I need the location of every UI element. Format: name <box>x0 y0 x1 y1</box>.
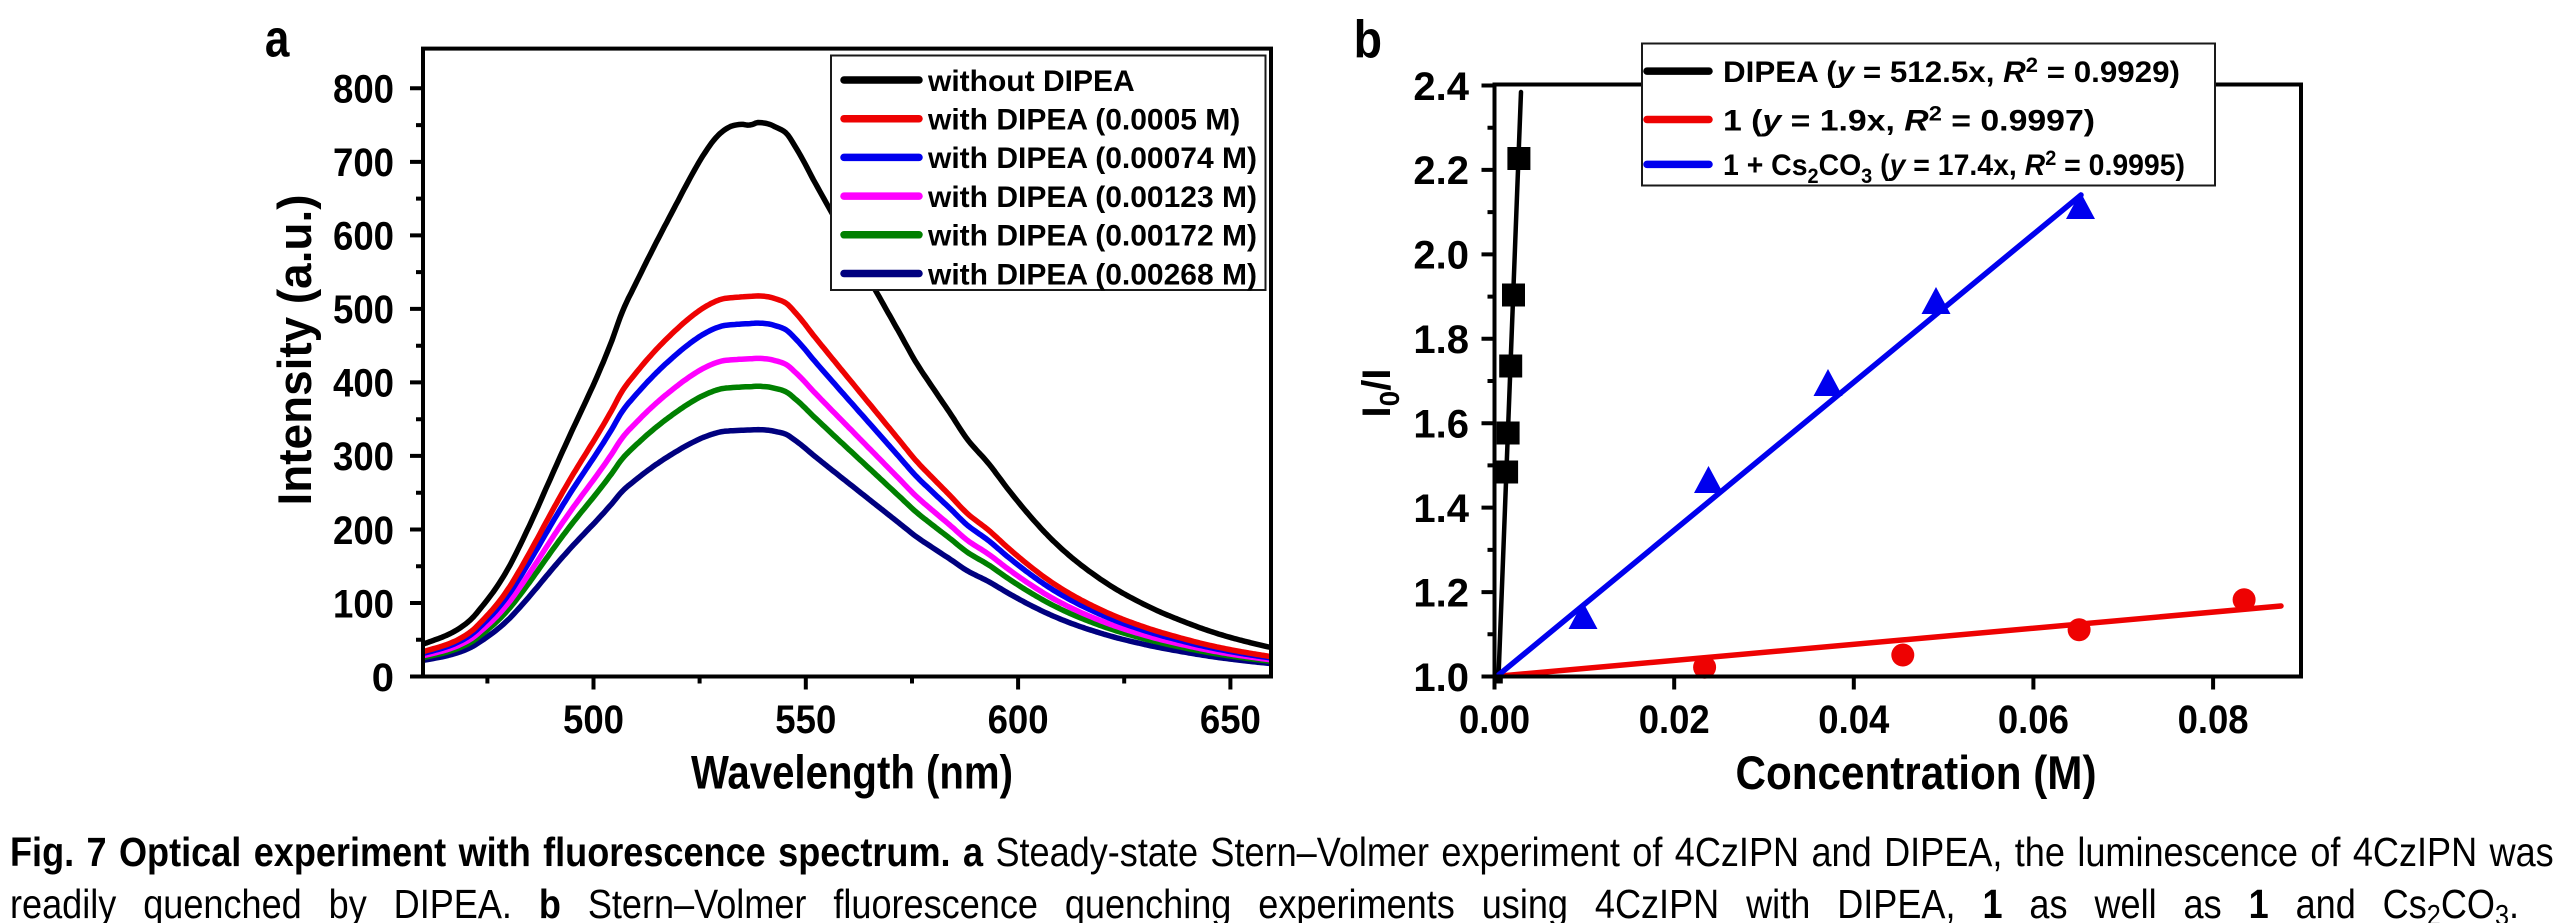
svg-text:300: 300 <box>333 435 394 479</box>
svg-text:1.6: 1.6 <box>1413 403 1469 447</box>
svg-text:with DIPEA (0.00123 M): with DIPEA (0.00123 M) <box>927 181 1257 214</box>
svg-text:Wavelength (nm): Wavelength (nm) <box>691 746 1013 799</box>
svg-text:500: 500 <box>333 288 394 332</box>
svg-text:1.0: 1.0 <box>1413 656 1469 700</box>
svg-text:800: 800 <box>333 68 394 112</box>
svg-text:400: 400 <box>333 362 394 406</box>
svg-text:with DIPEA (0.00074 M): with DIPEA (0.00074 M) <box>927 142 1257 175</box>
svg-text:1.8: 1.8 <box>1413 318 1469 362</box>
svg-text:500: 500 <box>563 698 624 742</box>
svg-text:a: a <box>265 10 290 69</box>
svg-text:with DIPEA (0.0005 M): with DIPEA (0.0005 M) <box>927 104 1240 137</box>
svg-text:650: 650 <box>1200 698 1261 742</box>
svg-text:0.04: 0.04 <box>1818 698 1890 742</box>
svg-text:Concentration (M): Concentration (M) <box>1736 746 2097 799</box>
svg-text:1.4: 1.4 <box>1413 487 1469 531</box>
svg-text:with DIPEA (0.00172 M): with DIPEA (0.00172 M) <box>927 220 1257 253</box>
svg-text:1 (y = 1.9x, R2 = 0.9997): 1 (y = 1.9x, R2 = 0.9997) <box>1723 102 2095 137</box>
svg-text:0.08: 0.08 <box>2178 698 2249 742</box>
svg-text:200: 200 <box>333 509 394 553</box>
svg-text:0: 0 <box>372 656 394 700</box>
svg-text:2.2: 2.2 <box>1413 149 1469 193</box>
svg-text:0.00: 0.00 <box>1459 698 1530 742</box>
svg-text:without DIPEA: without DIPEA <box>927 65 1135 98</box>
svg-text:Intensity (a.u.): Intensity (a.u.) <box>268 195 321 506</box>
svg-text:1.2: 1.2 <box>1413 571 1469 615</box>
svg-text:550: 550 <box>775 698 836 742</box>
svg-text:with DIPEA (0.00268 M): with DIPEA (0.00268 M) <box>927 258 1257 291</box>
svg-text:2.0: 2.0 <box>1413 234 1469 278</box>
svg-text:600: 600 <box>333 215 394 259</box>
svg-text:700: 700 <box>333 141 394 185</box>
svg-text:2.4: 2.4 <box>1413 65 1469 109</box>
svg-text:DIPEA (y = 512.5x, R2 = 0.9929: DIPEA (y = 512.5x, R2 = 0.9929) <box>1723 54 2180 89</box>
svg-text:1 + Cs2CO3 (y = 17.4x, R2 = 0.: 1 + Cs2CO3 (y = 17.4x, R2 = 0.9995) <box>1723 147 2185 188</box>
svg-text:0.06: 0.06 <box>1998 698 2069 742</box>
svg-text:0.02: 0.02 <box>1639 698 1710 742</box>
svg-text:b: b <box>1354 10 1382 69</box>
svg-text:100: 100 <box>333 582 394 626</box>
svg-text:600: 600 <box>988 698 1049 742</box>
